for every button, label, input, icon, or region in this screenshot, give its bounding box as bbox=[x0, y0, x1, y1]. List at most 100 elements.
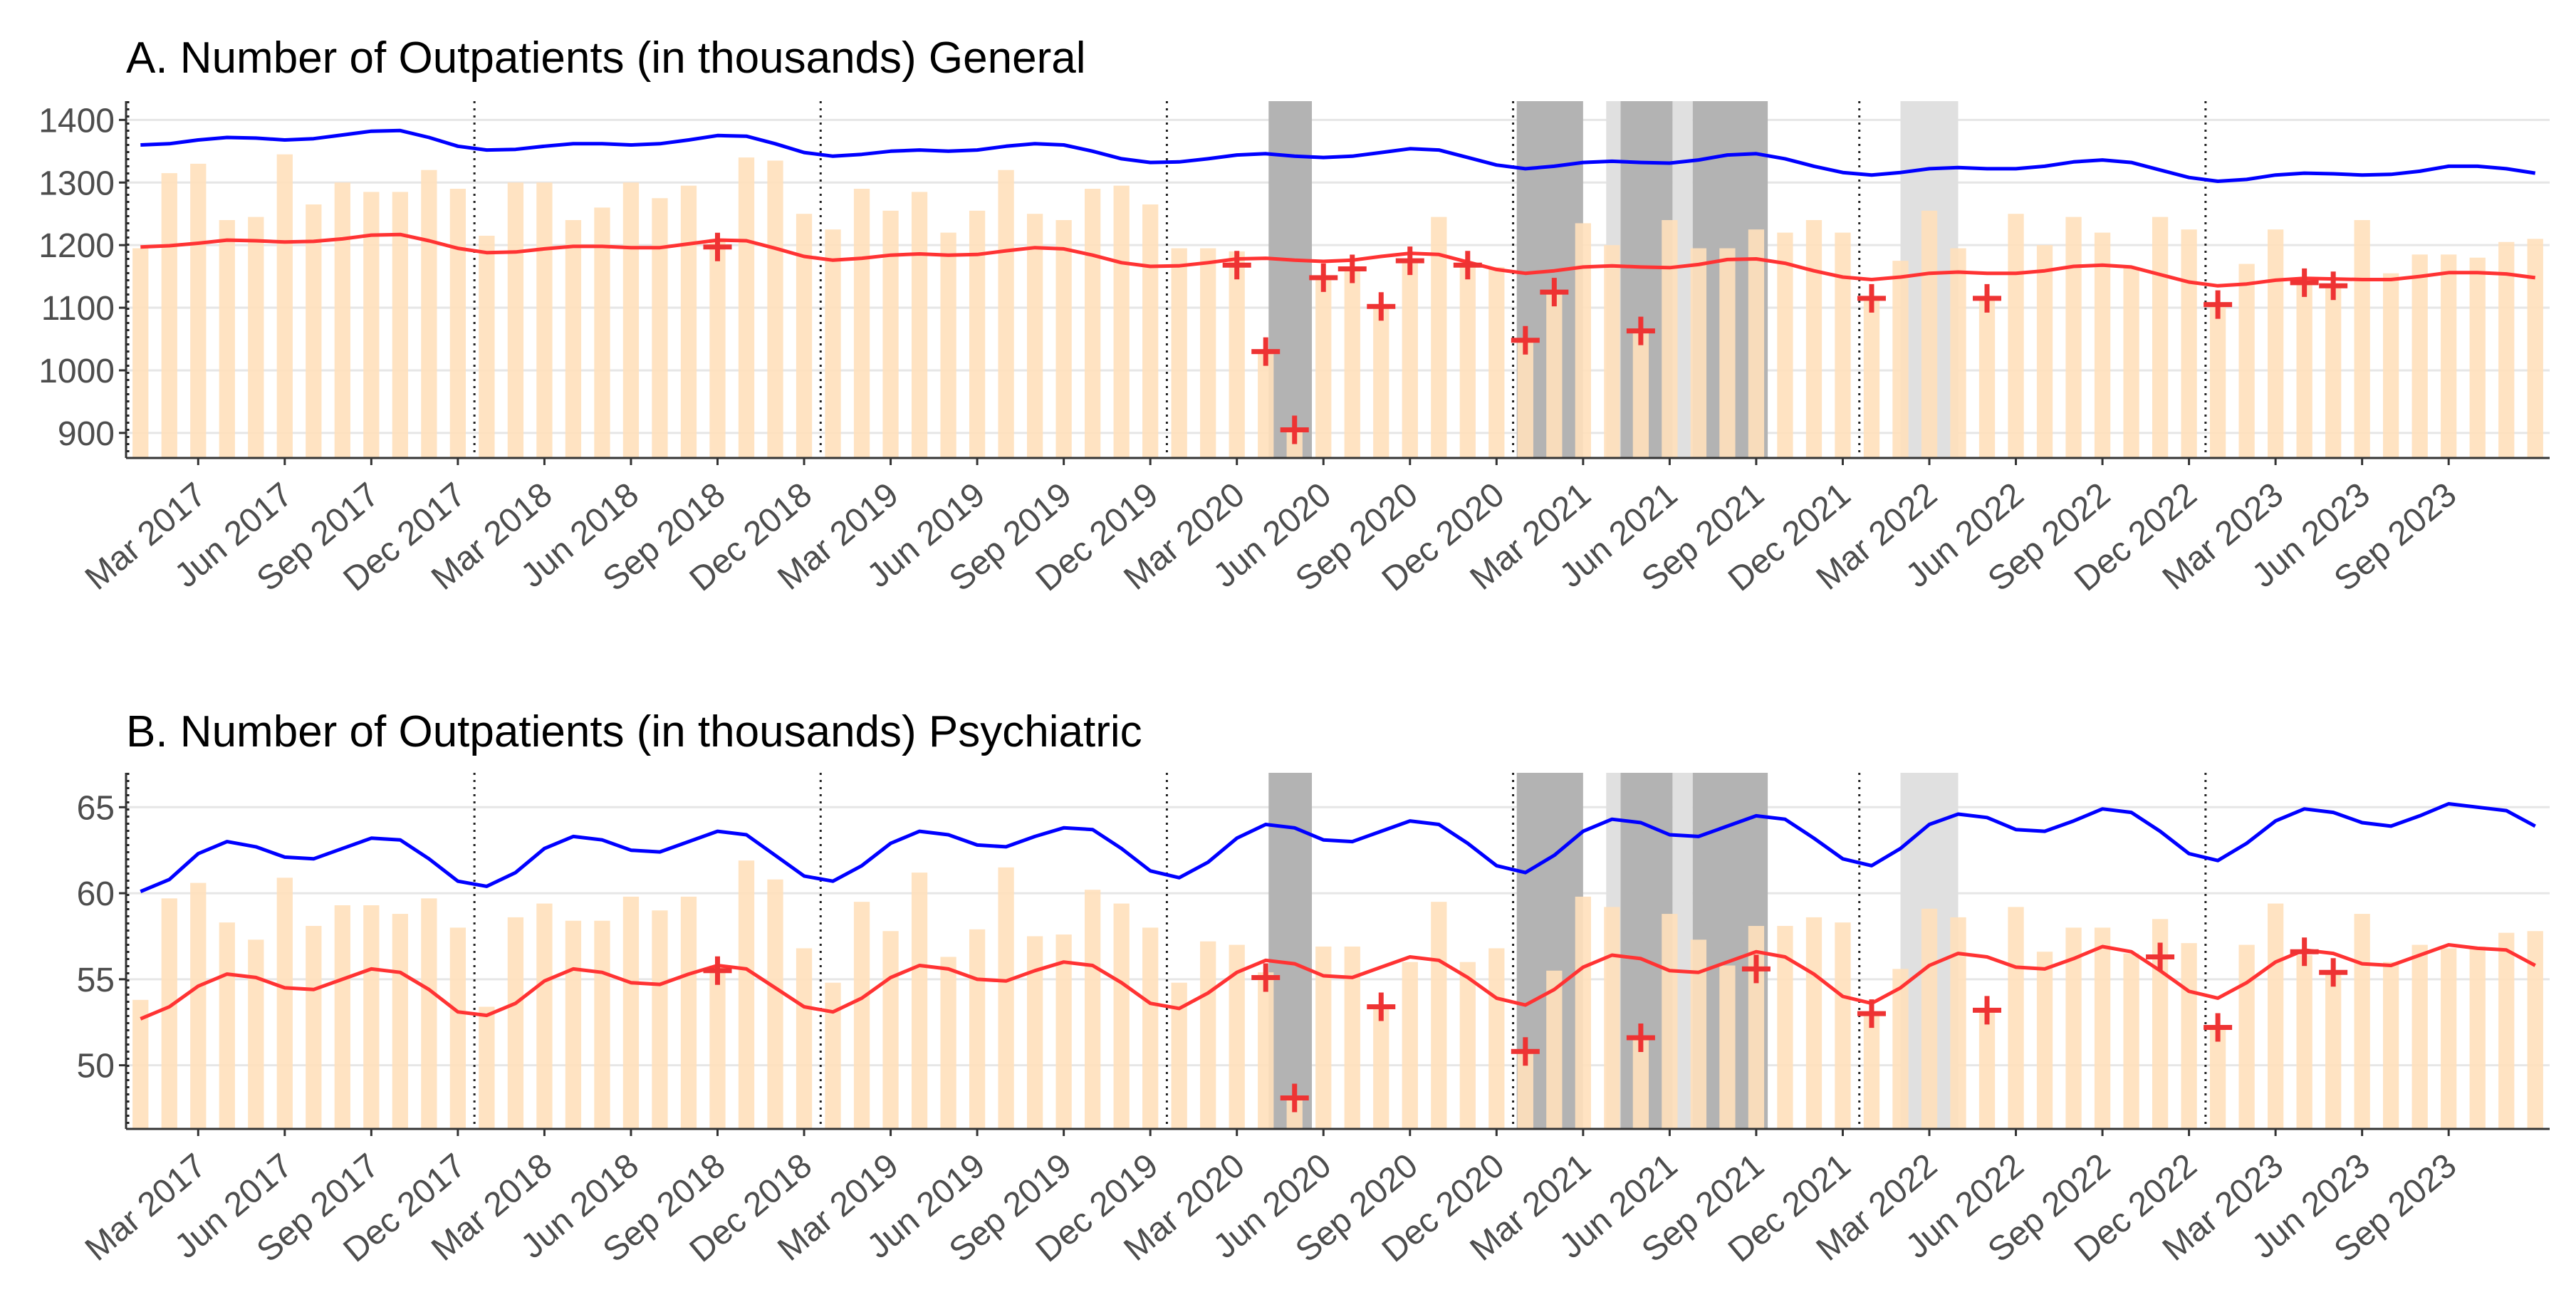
panel-a-observed-point bbox=[703, 232, 732, 261]
panel-b-observed-point bbox=[2290, 937, 2319, 967]
panel-a-ytick-label: 1400 bbox=[38, 102, 115, 140]
panel-a-ytick-label: 1300 bbox=[38, 165, 115, 202]
panel-a-bar bbox=[998, 170, 1014, 458]
panel-b-bar bbox=[911, 873, 928, 1129]
panel-a-bar bbox=[853, 189, 870, 458]
panel-b-bar bbox=[853, 902, 870, 1129]
panel-b-bar bbox=[2411, 944, 2428, 1129]
panel-b-bar bbox=[161, 898, 177, 1129]
panel-a-bar bbox=[1171, 248, 1187, 458]
panel-a-bar bbox=[911, 192, 928, 458]
panel-a-bar bbox=[507, 182, 524, 458]
panel-b-bar bbox=[1229, 944, 1245, 1129]
panel-b-bar bbox=[2267, 903, 2284, 1129]
panel-b-ytick-label: 55 bbox=[77, 962, 115, 999]
panel-b-bar bbox=[536, 903, 553, 1129]
panel-b-bar bbox=[1805, 917, 1823, 1129]
panel-b-bar bbox=[1604, 907, 1620, 1129]
panel-b-observed-point bbox=[1973, 996, 2002, 1025]
panel-a-observed-point bbox=[1540, 278, 1569, 307]
panel-b-bar bbox=[479, 1006, 495, 1129]
panel-b-bar bbox=[1286, 1098, 1303, 1129]
panel-b-bar bbox=[1171, 982, 1187, 1129]
panel-b-bar bbox=[1950, 917, 1966, 1129]
panel-b-bar bbox=[2383, 962, 2399, 1129]
panel-a-bar bbox=[132, 248, 149, 458]
panel-b-bar bbox=[1575, 896, 1591, 1129]
panel-a-bar bbox=[796, 214, 813, 458]
panel-a-bar bbox=[738, 157, 755, 458]
panel-a-bar bbox=[2325, 286, 2342, 458]
panel-a-bar bbox=[2065, 217, 2082, 458]
panel-b-bar bbox=[1632, 1037, 1649, 1129]
panel-a-bar bbox=[2181, 229, 2197, 458]
panel-b-bar bbox=[652, 910, 668, 1129]
panel-a-observed-point bbox=[1309, 263, 1338, 292]
panel-a-bar bbox=[1921, 210, 1938, 458]
panel-a-bar bbox=[1431, 217, 1447, 458]
panel-a-bar bbox=[1719, 248, 1736, 458]
panel-b-bar bbox=[1026, 936, 1043, 1129]
panel-a-bar bbox=[1662, 220, 1678, 458]
panel-b-bar bbox=[276, 877, 293, 1129]
panel-b-bar bbox=[594, 920, 610, 1129]
panel-a-bar bbox=[1026, 214, 1043, 458]
panel-a-observed-point bbox=[2204, 290, 2233, 319]
panel-b-bar bbox=[1258, 972, 1274, 1129]
panel-b-bar bbox=[1719, 965, 1736, 1129]
panel-b-fitted-line bbox=[140, 943, 2536, 1021]
panel-b-bar bbox=[1459, 962, 1476, 1129]
panel-a-bar bbox=[825, 229, 841, 458]
panel-a-bar bbox=[1055, 220, 1072, 458]
panel-a-bar bbox=[2411, 254, 2428, 458]
panel-b-bar bbox=[1431, 902, 1447, 1129]
panel-b-bar bbox=[1402, 962, 1418, 1129]
panel-b-bar bbox=[2094, 927, 2111, 1129]
panel-a-bar bbox=[969, 210, 986, 458]
panel-a-bar bbox=[1229, 251, 1245, 458]
panel-a-bar bbox=[1835, 232, 1851, 458]
panel-b-bar bbox=[449, 927, 466, 1129]
panel-b-bar bbox=[2325, 972, 2342, 1129]
panel-b-bar bbox=[2527, 931, 2543, 1129]
panel-a-bar bbox=[622, 182, 640, 458]
panel-a-bar bbox=[2354, 220, 2370, 458]
panel-a-title: A. Number of Outpatients (in thousands) … bbox=[126, 33, 1085, 83]
panel-a-bar bbox=[2238, 264, 2255, 458]
panel-a-bar bbox=[1113, 185, 1130, 458]
panel-a-upper-line bbox=[140, 128, 2536, 183]
panel-b-bar bbox=[2469, 946, 2486, 1129]
panel-b-bar bbox=[190, 882, 207, 1129]
panel-b-bar bbox=[2209, 1027, 2226, 1129]
panel-b-bar bbox=[363, 905, 380, 1129]
panel-a-observed-point bbox=[1857, 283, 1886, 313]
panel-a-bar bbox=[449, 189, 466, 458]
panel-b-bar bbox=[1690, 939, 1707, 1129]
panel-b-observed-point bbox=[1251, 963, 1281, 992]
panel-b-observed-point bbox=[2319, 958, 2348, 987]
panel-a-bar bbox=[680, 185, 697, 458]
panel-b-bar bbox=[1546, 970, 1563, 1129]
panel-a-bar bbox=[1748, 229, 1765, 458]
panel-a-bar bbox=[1085, 189, 1101, 458]
panel-a-bar bbox=[1142, 204, 1159, 458]
panel-a-bar bbox=[363, 192, 380, 458]
panel-b-bar bbox=[709, 965, 726, 1129]
panel-a-bar bbox=[767, 160, 783, 458]
panel-a-bar bbox=[1402, 261, 1418, 458]
panel-a-bar bbox=[2527, 239, 2543, 458]
panel-b-bar bbox=[1142, 927, 1159, 1129]
panel-b-upper-line bbox=[140, 802, 2536, 894]
panel-a-observed-point bbox=[1973, 283, 2002, 313]
panel-b-bar bbox=[969, 929, 986, 1129]
panel-a-bar bbox=[594, 207, 610, 458]
panel-b-bar bbox=[1863, 1014, 1880, 1129]
panel-b-bar bbox=[796, 948, 813, 1129]
panel-a-observed-point bbox=[1251, 337, 1281, 366]
panel-b-bar bbox=[248, 939, 264, 1129]
panel-a-bar bbox=[1546, 292, 1563, 458]
panel-b-bar bbox=[2065, 927, 2082, 1129]
panel-a-ytick-label: 1000 bbox=[38, 353, 115, 390]
